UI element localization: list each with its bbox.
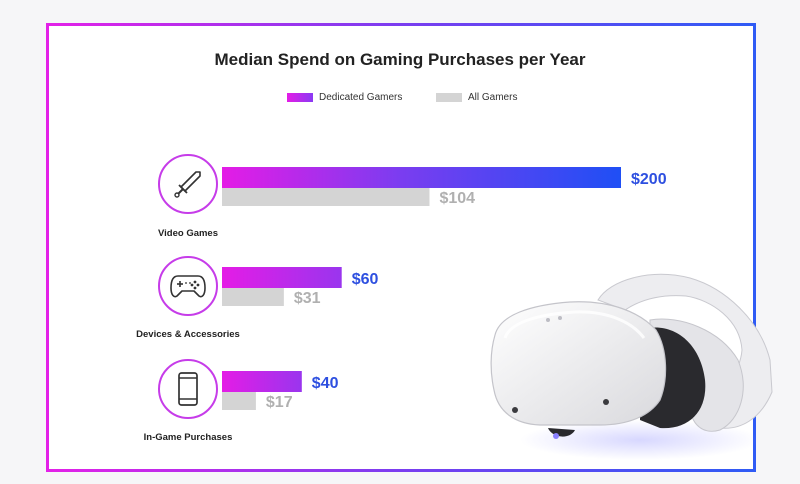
in-game-circle	[158, 359, 218, 419]
legend-label-all: All Gamers	[468, 92, 518, 103]
legend-label-dedicated: Dedicated Gamers	[319, 92, 403, 103]
gamepad-icon	[170, 275, 206, 298]
bar-dedicated-devices	[222, 267, 342, 288]
bar-all-in-game	[222, 392, 256, 410]
category-label-devices: Devices & Accessories	[136, 329, 240, 340]
legend-swatch-all	[436, 93, 462, 102]
video-games-circle	[158, 154, 218, 214]
devices-circle	[158, 256, 218, 316]
value-label-dedicated-in-game: $40	[312, 375, 339, 392]
value-label-all-video-games: $104	[439, 190, 475, 207]
vr-headset-image	[490, 273, 773, 460]
bar-dedicated-in-game	[222, 371, 302, 392]
smartphone-icon	[178, 372, 198, 406]
sword-icon	[174, 171, 201, 198]
category-label-in-game: In-Game Purchases	[143, 432, 233, 443]
bar-dedicated-video-games	[222, 167, 621, 188]
value-label-dedicated-video-games: $200	[631, 171, 667, 188]
value-label-all-devices: $31	[294, 290, 321, 307]
chart-title: Median Spend on Gaming Purchases per Yea…	[214, 50, 586, 69]
category-label-video-games: Video Games	[157, 228, 219, 239]
legend-item-dedicated: Dedicated Gamers	[287, 92, 402, 103]
legend: Dedicated Gamers All Gamers	[0, 92, 800, 108]
legend-item-all: All Gamers	[436, 92, 517, 103]
bar-all-devices	[222, 288, 284, 306]
bar-all-video-games	[222, 188, 430, 206]
value-label-dedicated-devices: $60	[352, 271, 379, 288]
legend-swatch-dedicated	[287, 93, 313, 102]
value-label-all-in-game: $17	[266, 394, 293, 411]
